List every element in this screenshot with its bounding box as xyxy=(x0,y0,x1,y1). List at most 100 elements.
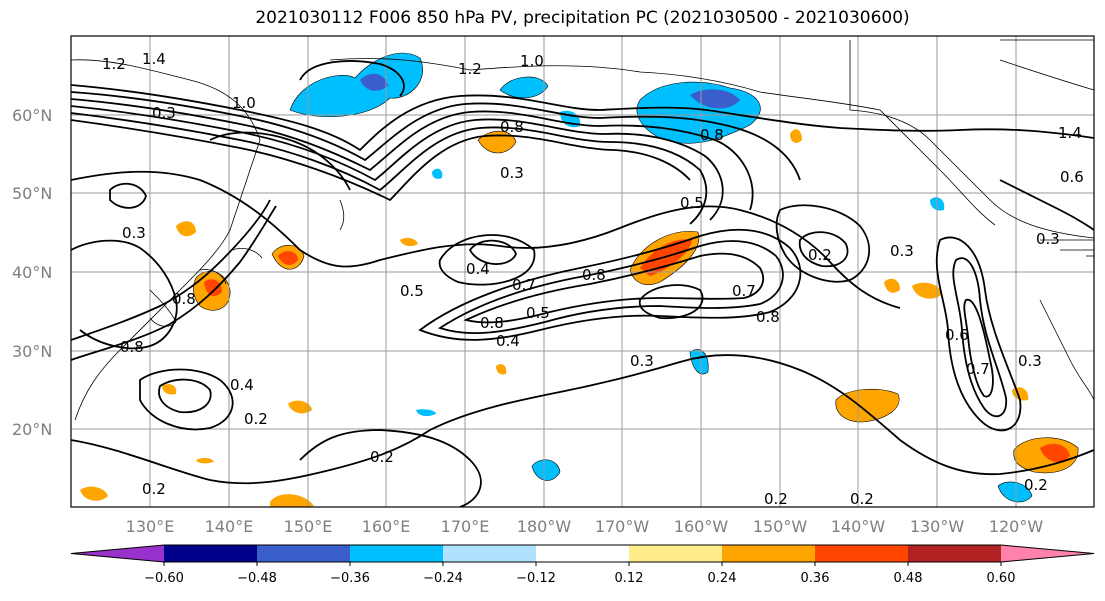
gridlines xyxy=(71,36,1094,507)
contour-label: 0.6 xyxy=(1060,168,1084,186)
lon-label: 120°W xyxy=(989,517,1044,536)
contour-label: 1.0 xyxy=(232,94,256,112)
pv-contours xyxy=(71,60,1094,507)
pos-blob xyxy=(496,364,507,375)
longitude-labels: 130°E 140°E 150°E 160°E 170°E 180°W 170°… xyxy=(126,517,1044,536)
colorbar-swatch xyxy=(536,545,630,562)
lon-label: 170°E xyxy=(441,517,490,536)
pos-blob xyxy=(278,251,298,265)
contour-label: 0.8 xyxy=(756,308,780,326)
contour-label: 0.8 xyxy=(700,126,724,144)
contour-label: 0.5 xyxy=(680,194,704,212)
pos-blob xyxy=(162,384,177,395)
contour-label: 0.7 xyxy=(512,276,536,294)
contour-label: 0.2 xyxy=(764,490,788,508)
contour-label: 1.2 xyxy=(102,55,126,73)
colorbar-swatch xyxy=(629,545,723,562)
colorbar-swatch xyxy=(443,545,537,562)
pos-blob xyxy=(204,279,222,297)
colorbar-swatch xyxy=(71,545,164,562)
colorbar-tick-label: −0.24 xyxy=(423,571,463,586)
contour-label: 0.7 xyxy=(732,282,756,300)
lat-label: 60°N xyxy=(12,106,52,125)
contour-label: 0.3 xyxy=(1036,230,1060,248)
contour-label: 0.2 xyxy=(244,410,268,428)
neg-blob xyxy=(360,73,388,91)
contour-label: 0.2 xyxy=(370,448,394,466)
lon-label: 170°W xyxy=(595,517,650,536)
contour-label: 1.0 xyxy=(520,52,544,70)
neg-blob xyxy=(689,349,709,375)
neg-blob xyxy=(416,409,436,417)
contour-label: 0.2 xyxy=(808,246,832,264)
lat-label: 20°N xyxy=(12,420,52,439)
contour-label: 0.5 xyxy=(526,304,550,322)
pos-blob xyxy=(176,221,196,237)
neg-blob xyxy=(690,89,740,109)
contour-label: 0.8 xyxy=(500,118,524,136)
lat-label: 50°N xyxy=(12,184,52,203)
contour-label: 1.4 xyxy=(142,50,166,68)
colorbar-tick-label: 0.12 xyxy=(615,571,644,586)
pos-blob xyxy=(196,457,214,464)
contour-label: 0.3 xyxy=(122,224,146,242)
lat-label: 30°N xyxy=(12,342,52,361)
colorbar-swatch xyxy=(815,545,909,562)
map-title: 2021030112 F006 850 hPa PV, precipitatio… xyxy=(255,8,910,28)
contour-label: 0.3 xyxy=(152,104,176,122)
colorbar-tick-label: 0.60 xyxy=(987,571,1016,586)
coastlines xyxy=(71,39,1094,421)
lon-label: 150°W xyxy=(753,517,808,536)
contour-label: 0.2 xyxy=(142,480,166,498)
pos-blob xyxy=(400,237,418,247)
contour-label: 0.3 xyxy=(630,352,654,370)
contour-label: 0.4 xyxy=(496,332,520,350)
contour-label: 0.8 xyxy=(172,290,196,308)
contour-label: 0.3 xyxy=(890,242,914,260)
colorbar-swatch xyxy=(164,545,258,562)
contour-label: 1.2 xyxy=(458,60,482,78)
colorbar-swatch xyxy=(350,545,444,562)
lon-label: 160°E xyxy=(362,517,411,536)
lon-label: 160°W xyxy=(674,517,729,536)
neg-blob xyxy=(432,168,443,179)
contour-label: 0.2 xyxy=(1024,476,1048,494)
contour-label: 0.6 xyxy=(945,326,969,344)
contour-label: 1.4 xyxy=(1058,124,1082,142)
colorbar-tick-label: −0.36 xyxy=(330,571,370,586)
colorbar-swatch xyxy=(257,545,351,562)
contour-label: 0.8 xyxy=(582,266,606,284)
colorbar-tick-label: −0.12 xyxy=(516,571,556,586)
colorbar-swatch xyxy=(908,545,1002,562)
contour-labels: 1.2 1.4 1.0 1.2 0.5 0.3 0.8 0.3 0.8 1.0 … xyxy=(102,50,1084,508)
contour-label: 0.2 xyxy=(850,490,874,508)
neg-blob xyxy=(531,459,561,481)
colorbar: −0.60 −0.48 −0.36 −0.24 −0.12 0.12 0.24 0.36 0.4… xyxy=(70,544,1095,586)
pos-blob xyxy=(1040,443,1070,463)
lon-label: 130°W xyxy=(910,517,965,536)
neg-blob xyxy=(499,76,549,99)
contour-label: 0.4 xyxy=(230,376,254,394)
latitude-labels: 60°N 50°N 40°N 30°N 20°N xyxy=(12,106,52,439)
contour-label: 0.4 xyxy=(466,260,490,278)
lon-label: 130°E xyxy=(126,517,175,536)
contour-label: 0.8 xyxy=(120,338,144,356)
neg-blob xyxy=(997,481,1033,503)
pos-blob xyxy=(884,278,900,293)
colorbar-tick-label: 0.36 xyxy=(801,571,830,586)
colorbar-tick-label: 0.24 xyxy=(708,571,737,586)
colorbar-tick-label: −0.60 xyxy=(144,571,184,586)
lon-label: 140°E xyxy=(205,517,254,536)
contour-label: 0.7 xyxy=(966,360,990,378)
pos-blob xyxy=(288,400,312,414)
colorbar-swatch xyxy=(1001,545,1094,562)
pos-blob xyxy=(640,239,692,276)
colorbar-tick-label: 0.48 xyxy=(894,571,923,586)
map-frame xyxy=(70,35,1095,508)
colorbar-tick-label: −0.48 xyxy=(237,571,277,586)
pos-blob xyxy=(790,129,802,143)
contour-label: 0.3 xyxy=(1018,352,1042,370)
lon-label: 150°E xyxy=(284,517,333,536)
pos-blob xyxy=(912,282,942,299)
